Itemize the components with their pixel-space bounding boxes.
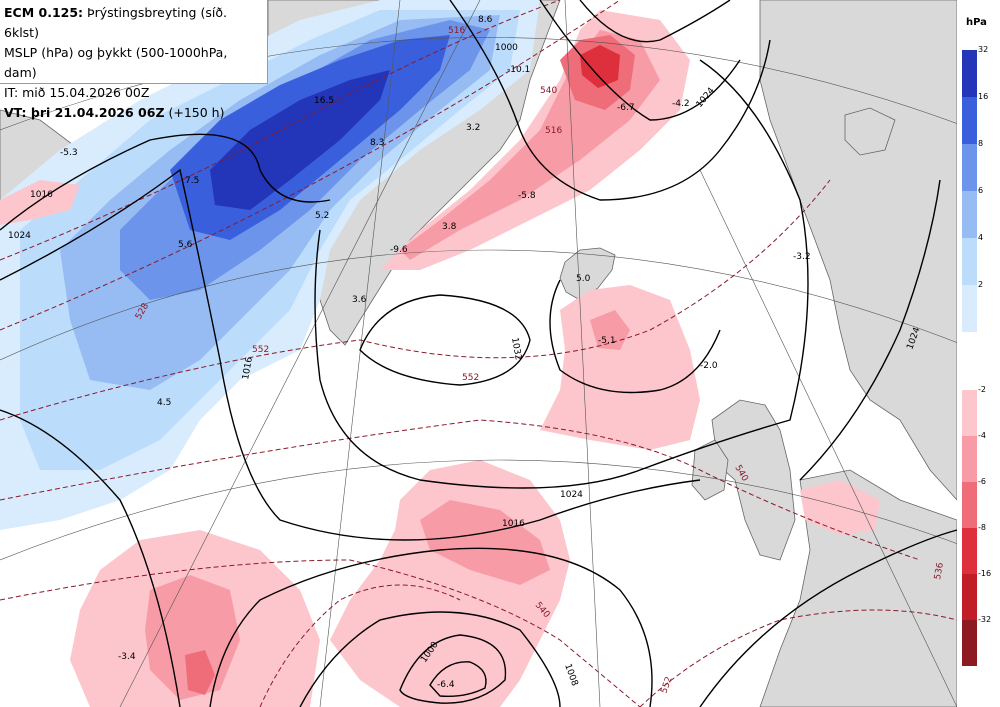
legend-tick-label: 32: [978, 45, 989, 54]
legend-tick-label: -4: [978, 431, 986, 440]
fall-2-south: [330, 460, 570, 707]
label-pc: 3.6: [352, 295, 367, 305]
legend-tick-label: 2: [978, 280, 984, 289]
legend-tick-label: 8: [978, 139, 984, 148]
label-thickness: 552: [252, 345, 269, 355]
ireland-land: [691, 439, 729, 501]
label-pc: -6.7: [617, 103, 635, 113]
legend-tick-label: 16: [978, 92, 989, 101]
legend-swatch: [962, 436, 977, 482]
label-isobar: 1024: [560, 490, 583, 500]
label-pc: 5.0: [576, 274, 591, 284]
fall-2-europe: [800, 480, 880, 535]
legend-swatch: [962, 50, 977, 97]
fall-2-mid: [540, 285, 700, 450]
lead-time: (+150 h): [164, 105, 225, 120]
label-pc: 3.8: [442, 222, 457, 232]
label-pc: -2.0: [700, 361, 718, 371]
model-name: ECM 0.125:: [4, 5, 84, 20]
legend-tick-label: -16: [978, 569, 992, 578]
legend-swatch: [962, 285, 977, 332]
legend-swatch: [962, 97, 977, 144]
label-thickness: 536: [933, 562, 946, 581]
fall-4-south: [420, 500, 550, 585]
label-isobar: 1024: [8, 231, 31, 241]
fall-8-north: [580, 45, 620, 88]
europe-land: [759, 469, 958, 707]
title-line-2: MSLP (hPa) og þykkt (500-1000hPa, dam): [4, 45, 228, 80]
legend-swatch: [962, 528, 977, 574]
pressure-fall-areas: [0, 10, 880, 707]
label-pc: -5.1: [598, 336, 616, 346]
label-pc: -5.8: [518, 191, 536, 201]
label-pc: 5.2: [315, 211, 329, 221]
valid-time: VT: þri 21.04.2026 06Z: [4, 105, 165, 120]
label-pc: -10.1: [507, 65, 530, 75]
title-line-1: ECM 0.125: Þrýstingsbreyting (síð. 6klst…: [4, 3, 263, 43]
title-line-3: IT: mið 15.04.2026 00Z: [4, 85, 150, 100]
fall-4-sw: [145, 575, 240, 700]
legend-tick-label: 4: [978, 233, 984, 242]
label-isobar: 1000: [495, 43, 518, 53]
iceland-land: [559, 247, 616, 301]
product-name: Þrýstingsbreyting (síð. 6klst): [4, 5, 227, 40]
label-isobar: 1016: [241, 356, 255, 381]
label-pc: -6.4: [437, 680, 455, 690]
britain-land: [711, 399, 796, 561]
label-pc: -5.3: [60, 148, 78, 158]
label-pc: -3.2: [793, 252, 811, 262]
label-thickness: 516: [448, 26, 465, 36]
legend-unit: hPa: [966, 17, 987, 28]
rise-32: [210, 70, 390, 210]
label-pc: 7.5: [185, 176, 199, 186]
label-pc: 8.6: [478, 15, 493, 25]
label-isobar: 1024: [695, 86, 718, 110]
label-thickness: 552: [659, 675, 674, 695]
isobar-lines: [0, 0, 958, 707]
svalbard-land: [844, 107, 896, 156]
label-isobar: 1016: [30, 190, 53, 200]
label-pc: 4.5: [157, 398, 171, 408]
legend-swatch: [962, 144, 977, 191]
scandinavia-land: [759, 0, 958, 502]
map-labels: 8.6 -10.1 16.5 -6.7 -4.2 3.2 -5.3 7.5 5.…: [8, 15, 946, 695]
legend-swatch: [962, 238, 977, 285]
label-isobar: 1008: [562, 663, 579, 688]
label-thickness: 552: [462, 373, 479, 383]
title-line-4: VT: þri 21.04.2026 06Z (+150 h): [4, 103, 263, 123]
legend-swatch: [962, 482, 977, 528]
label-pc: 16.5: [314, 96, 334, 106]
legend-tick-label: -32: [978, 615, 992, 624]
label-isobar: 1016: [502, 519, 525, 529]
label-pc: -3.4: [118, 652, 136, 662]
label-isobar: 1032: [509, 337, 523, 361]
map-title-box: ECM 0.125: Þrýstingsbreyting (síð. 6klst…: [0, 0, 268, 120]
legend-tick-label: -8: [978, 523, 986, 532]
label-pc: -9.6: [390, 245, 408, 255]
fall-6-sw: [185, 650, 215, 695]
legend-tick-label: 6: [978, 186, 984, 195]
label-pc: 3.2: [466, 123, 480, 133]
legend-swatch: [962, 191, 977, 238]
legend-swatch: [962, 620, 977, 666]
legend-tick-label: -2: [978, 385, 986, 394]
legend-swatch: [962, 574, 977, 620]
label-thickness: 540: [540, 86, 557, 96]
legend-tick-label: -6: [978, 477, 986, 486]
label-pc: 8.3: [370, 138, 384, 148]
legend-swatch: [962, 390, 977, 436]
label-pc: -4.2: [672, 99, 690, 109]
thickness-lines: [0, 0, 958, 707]
label-pc: 5.6: [178, 240, 193, 250]
label-thickness: 516: [545, 126, 562, 136]
